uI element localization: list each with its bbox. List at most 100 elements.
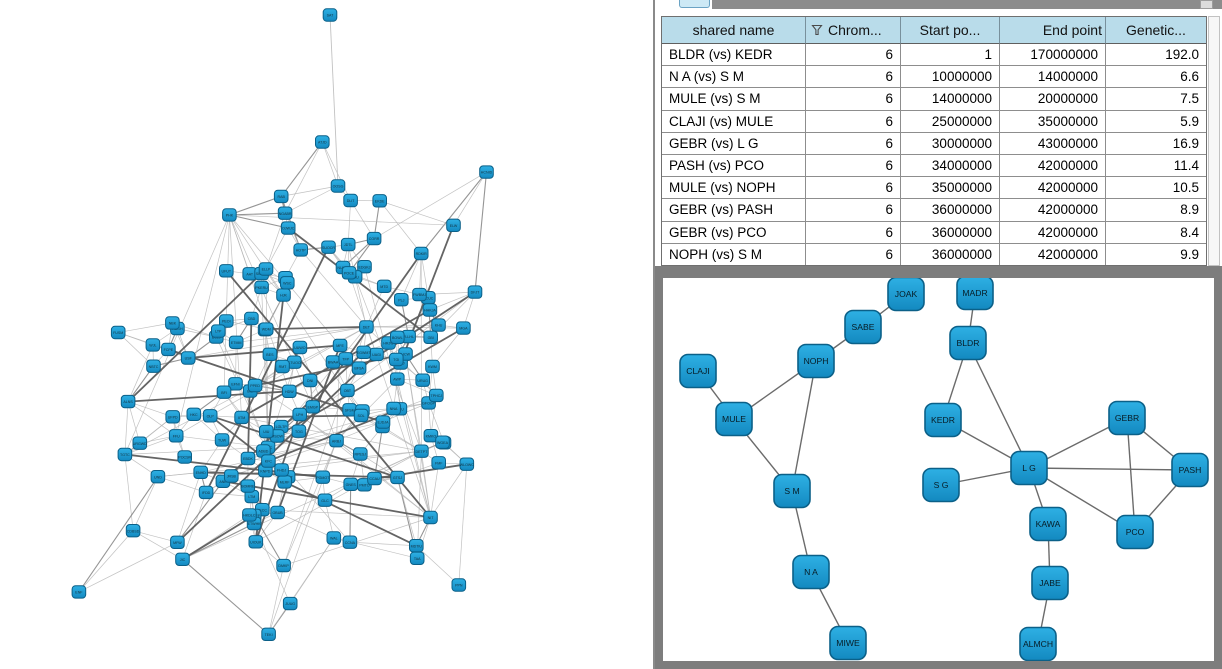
table-cell[interactable]: GEBR (vs) PASH xyxy=(662,199,806,222)
table-cell[interactable]: 11.4 xyxy=(1106,154,1206,178)
network-edge[interactable] xyxy=(133,530,178,543)
network-node[interactable]: HJK xyxy=(276,288,291,302)
table-cell[interactable]: 30000000 xyxy=(901,132,1000,155)
network-node[interactable]: MFE xyxy=(332,338,348,353)
network-node[interactable]: TGTC xyxy=(117,447,133,462)
network-node[interactable]: URGWD xyxy=(132,436,147,450)
network-edge[interactable] xyxy=(229,212,286,216)
network-node[interactable]: JIC xyxy=(175,552,190,566)
network-node[interactable]: PASH xyxy=(1171,452,1209,488)
network-node[interactable]: JABE xyxy=(1031,565,1069,601)
network-edge[interactable] xyxy=(132,530,183,560)
network-edge[interactable] xyxy=(223,214,230,393)
network-node[interactable]: TFP xyxy=(338,352,353,366)
network-node[interactable]: N A xyxy=(792,554,830,590)
network-edge[interactable] xyxy=(266,326,367,330)
network-node[interactable]: UFUT xyxy=(219,264,234,278)
column-header-end-point[interactable]: End point xyxy=(1000,17,1106,44)
network-node[interactable]: RMT xyxy=(275,359,290,374)
network-node[interactable]: WDM xyxy=(258,322,274,336)
main-network-canvas[interactable]: OOSGGNESWBCCORRKTUOOKMKOEFNISFSMECUCRMTL… xyxy=(0,0,653,669)
table-cell[interactable]: 6 xyxy=(806,110,901,133)
table-cell[interactable]: 9.9 xyxy=(1106,243,1206,265)
network-node[interactable]: RAB xyxy=(273,189,289,204)
network-node[interactable]: WSC xyxy=(280,276,295,290)
network-node[interactable]: DETPT xyxy=(414,444,429,458)
table-cell[interactable]: NOPH (vs) S M xyxy=(662,243,806,265)
network-node[interactable]: HKC xyxy=(186,407,202,422)
network-node[interactable]: SAT xyxy=(322,8,338,22)
table-cell[interactable]: 8.9 xyxy=(1106,199,1206,222)
network-edge[interactable] xyxy=(132,476,159,531)
network-node[interactable]: MADR xyxy=(956,275,994,311)
table-cell[interactable]: 36000000 xyxy=(901,199,1000,222)
network-node[interactable]: EDGKJ xyxy=(357,260,372,274)
network-node[interactable]: MFW xyxy=(170,535,185,549)
table-cell[interactable]: 20000000 xyxy=(1000,88,1106,111)
network-node[interactable]: OOSG xyxy=(330,179,346,193)
table-cell[interactable]: 42000000 xyxy=(1000,221,1106,244)
network-node[interactable]: NBTC xyxy=(146,359,161,373)
network-node[interactable]: BES xyxy=(262,347,278,362)
table-cell[interactable]: 6 xyxy=(806,221,901,244)
network-node[interactable]: ENF xyxy=(71,585,87,599)
network-node[interactable]: HDW xyxy=(282,384,297,399)
network-edge[interactable] xyxy=(321,141,351,201)
network-node[interactable]: PHK xyxy=(222,208,237,222)
network-node[interactable]: GBI xyxy=(423,330,438,345)
network-node[interactable]: RPESJ xyxy=(353,447,368,461)
table-cell[interactable]: 36000000 xyxy=(901,243,1000,265)
network-node[interactable]: UFPD xyxy=(165,410,180,424)
network-node[interactable]: ELW xyxy=(446,218,461,233)
scrollbar-button[interactable] xyxy=(1200,0,1213,9)
table-cell[interactable]: MULE (vs) S M xyxy=(662,88,806,111)
network-edge[interactable] xyxy=(1126,417,1136,533)
table-cell[interactable]: 10.5 xyxy=(1106,177,1206,200)
network-node[interactable]: PPN xyxy=(451,578,467,592)
network-edge[interactable] xyxy=(78,476,159,593)
network-node[interactable]: CORR xyxy=(366,231,382,246)
network-edge[interactable] xyxy=(124,454,134,531)
network-node[interactable]: TPHCJ xyxy=(429,388,444,403)
table-cell[interactable]: 6 xyxy=(806,154,901,178)
table-cell[interactable]: 14000000 xyxy=(1000,66,1106,89)
network-node[interactable]: SOL xyxy=(353,408,369,423)
network-node[interactable]: ETMM xyxy=(228,335,244,350)
network-node[interactable]: NGABR xyxy=(277,206,293,220)
network-node[interactable]: MULE xyxy=(715,401,753,437)
table-cell[interactable]: 1 xyxy=(901,44,1000,67)
network-node[interactable]: JRSB xyxy=(224,469,239,483)
network-node[interactable]: MDTIU xyxy=(409,539,424,553)
network-node[interactable]: GNES xyxy=(343,477,358,492)
table-cell[interactable]: 6.6 xyxy=(1106,66,1206,89)
network-edge[interactable] xyxy=(429,291,476,311)
network-node[interactable]: PLJ xyxy=(394,293,409,307)
network-node[interactable]: FCPE xyxy=(161,342,176,357)
main-network-view[interactable]: OOSGGNESWBCCORRKTUOOKMKOEFNISFSMECUCRMTL… xyxy=(0,0,653,669)
network-node[interactable]: PEOI xyxy=(219,314,234,328)
network-node[interactable]: DMKP xyxy=(276,558,291,573)
network-edge[interactable] xyxy=(284,141,323,214)
network-edge[interactable] xyxy=(364,266,431,518)
network-edge[interactable] xyxy=(458,464,468,586)
table-cell[interactable]: 42000000 xyxy=(1000,243,1106,265)
network-node[interactable]: GLC xyxy=(317,493,333,507)
network-node[interactable]: HHKJA xyxy=(422,303,438,317)
table-cell[interactable]: 6 xyxy=(806,199,901,222)
network-node[interactable]: EMGP xyxy=(305,400,321,414)
table-cell[interactable]: 14000000 xyxy=(901,88,1000,111)
network-node[interactable]: ALMCH xyxy=(1019,626,1057,662)
network-edge[interactable] xyxy=(280,141,323,197)
network-node[interactable]: ARBJ xyxy=(329,434,344,448)
network-edge[interactable] xyxy=(430,464,468,518)
network-node[interactable]: S G xyxy=(922,467,960,503)
table-cell[interactable]: 36000000 xyxy=(901,221,1000,244)
table-cell[interactable]: 35000000 xyxy=(1000,110,1106,133)
network-edge[interactable] xyxy=(127,401,173,418)
network-edge[interactable] xyxy=(420,171,487,254)
network-edge[interactable] xyxy=(268,565,284,635)
column-header-start-po[interactable]: Start po... xyxy=(901,17,1000,44)
table-cell[interactable]: 6 xyxy=(806,177,901,200)
network-node[interactable]: KFC xyxy=(261,454,276,468)
network-node[interactable]: BFSA xyxy=(351,361,367,375)
